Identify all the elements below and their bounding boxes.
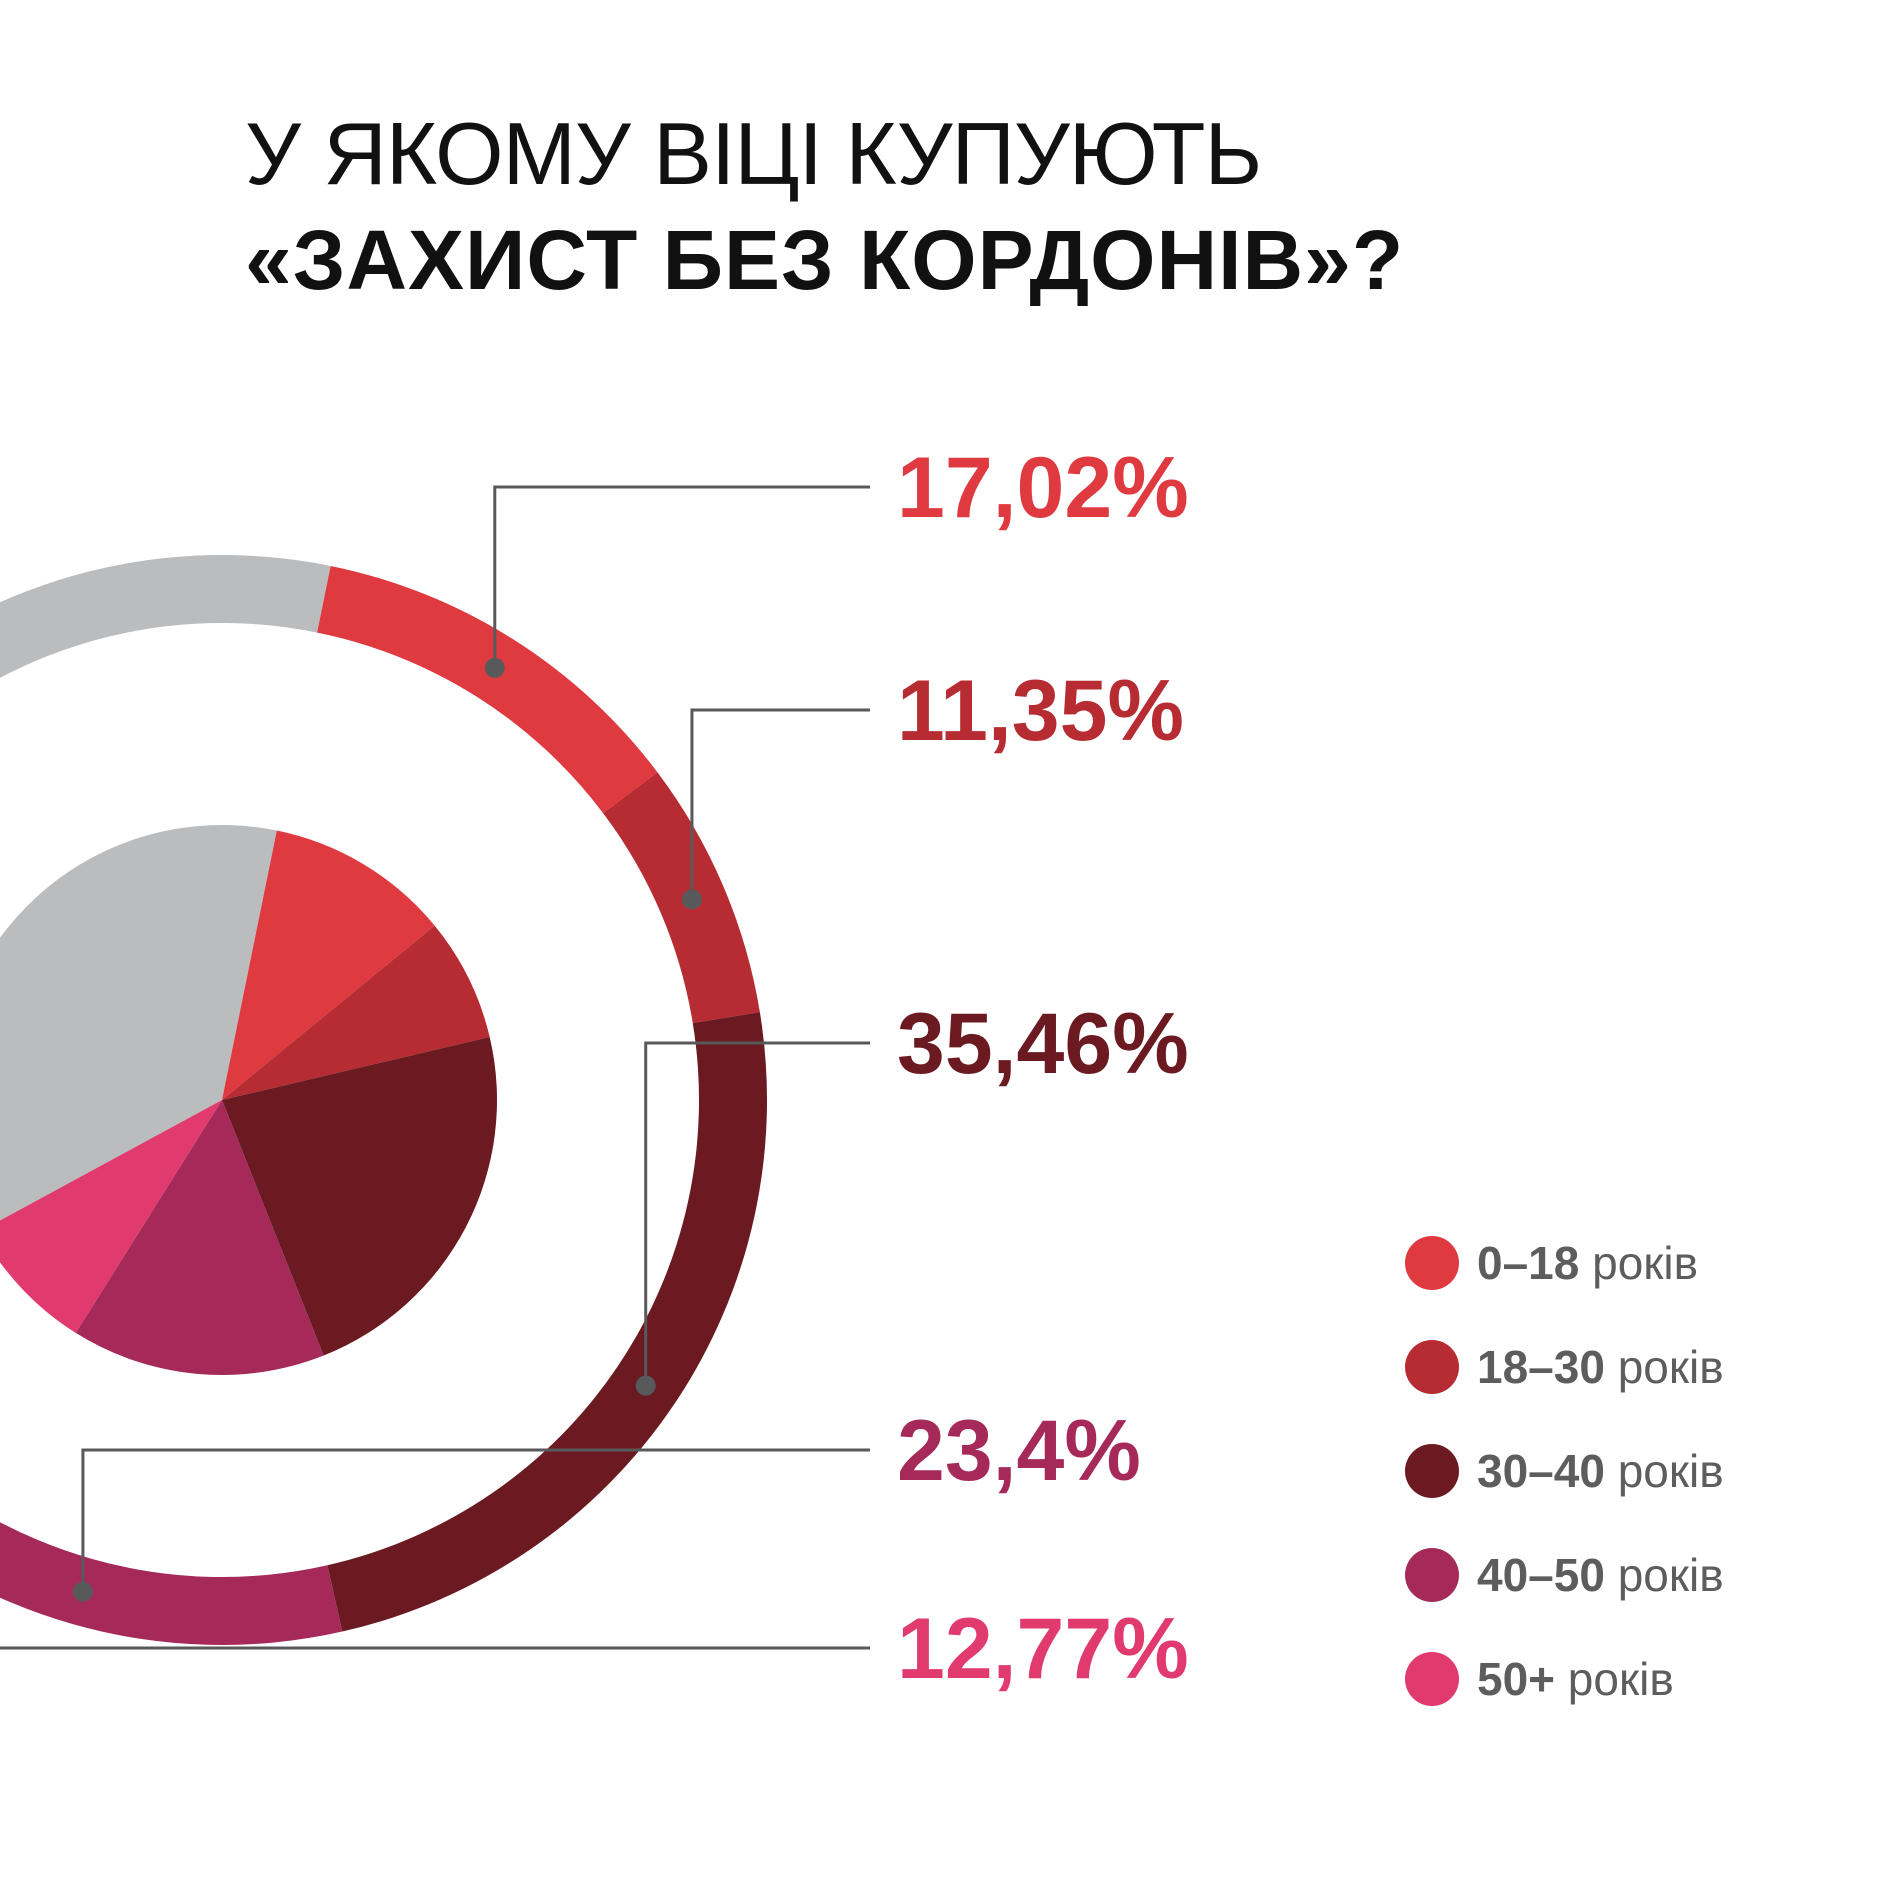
pie-slice-3 <box>222 1036 497 1356</box>
legend-label: 18–30 років <box>1477 1340 1724 1394</box>
leader-line-5 <box>0 1646 870 1650</box>
ring-segment-1 <box>317 565 658 814</box>
legend-item: 40–50 років <box>1405 1548 1724 1602</box>
legend-swatch <box>1405 1444 1459 1498</box>
legend-unit: років <box>1604 1445 1724 1497</box>
percent-label-4: 23,4% <box>897 1403 1141 1499</box>
title-line-1: У ЯКОМУ ВІЦІ КУПУЮТЬ <box>245 104 1262 203</box>
percent-label-1: 17,02% <box>897 440 1189 536</box>
legend-range: 30–40 <box>1477 1445 1605 1497</box>
title-line-2: «ЗАХИСТ БЕЗ КОРДОНІВ»? <box>245 213 1405 307</box>
legend-item: 18–30 років <box>1405 1340 1724 1394</box>
ring-segment-4 <box>0 1522 343 1645</box>
legend-swatch <box>1405 1652 1459 1706</box>
outer-ring-rest <box>0 555 331 678</box>
legend-swatch <box>1405 1236 1459 1290</box>
legend-range: 0–18 <box>1477 1237 1580 1289</box>
legend-range: 18–30 <box>1477 1341 1605 1393</box>
legend-unit: років <box>1604 1549 1724 1601</box>
leader-line-1 <box>493 485 870 668</box>
pie-slice-5 <box>0 1100 222 1333</box>
legend: 0–18 років 18–30 років 30–40 років 40–50 ро… <box>1405 1236 1724 1757</box>
pie-slice-1 <box>222 830 435 1100</box>
legend-range: 50+ <box>1477 1653 1556 1705</box>
leader-lines <box>0 485 870 1650</box>
percent-label-5: 12,77% <box>897 1601 1189 1697</box>
legend-unit: років <box>1579 1237 1699 1289</box>
pie-slice-2 <box>222 925 490 1100</box>
percent-labels: 17,02% 11,35% 35,46% 23,4% 12,77% <box>897 440 1189 1697</box>
legend-label: 50+ років <box>1477 1652 1674 1706</box>
legend-item: 50+ років <box>1405 1652 1724 1706</box>
percent-label-2: 11,35% <box>897 663 1184 759</box>
legend-unit: років <box>1555 1653 1674 1705</box>
inner-pie-rest <box>0 825 277 1221</box>
chart-title: У ЯКОМУ ВІЦІ КУПУЮТЬ «ЗАХИСТ БЕЗ КОРДОНІ… <box>245 100 1404 312</box>
legend-range: 40–50 <box>1477 1549 1605 1601</box>
legend-swatch <box>1405 1548 1459 1602</box>
leader-line-4 <box>81 1448 870 1592</box>
legend-label: 0–18 років <box>1477 1236 1698 1290</box>
leader-line-2 <box>690 708 870 900</box>
outer-ring <box>0 555 767 1645</box>
legend-item: 0–18 років <box>1405 1236 1724 1290</box>
pie-slice-4 <box>75 1100 324 1375</box>
percent-label-3: 35,46% <box>897 996 1189 1092</box>
legend-swatch <box>1405 1340 1459 1394</box>
legend-label: 40–50 років <box>1477 1548 1724 1602</box>
legend-label: 30–40 років <box>1477 1444 1724 1498</box>
leader-line-3 <box>644 1041 870 1386</box>
legend-item: 30–40 років <box>1405 1444 1724 1498</box>
inner-pie <box>0 825 497 1375</box>
ring-segment-3 <box>327 1012 767 1632</box>
ring-segment-2 <box>603 772 760 1024</box>
legend-unit: років <box>1604 1341 1724 1393</box>
